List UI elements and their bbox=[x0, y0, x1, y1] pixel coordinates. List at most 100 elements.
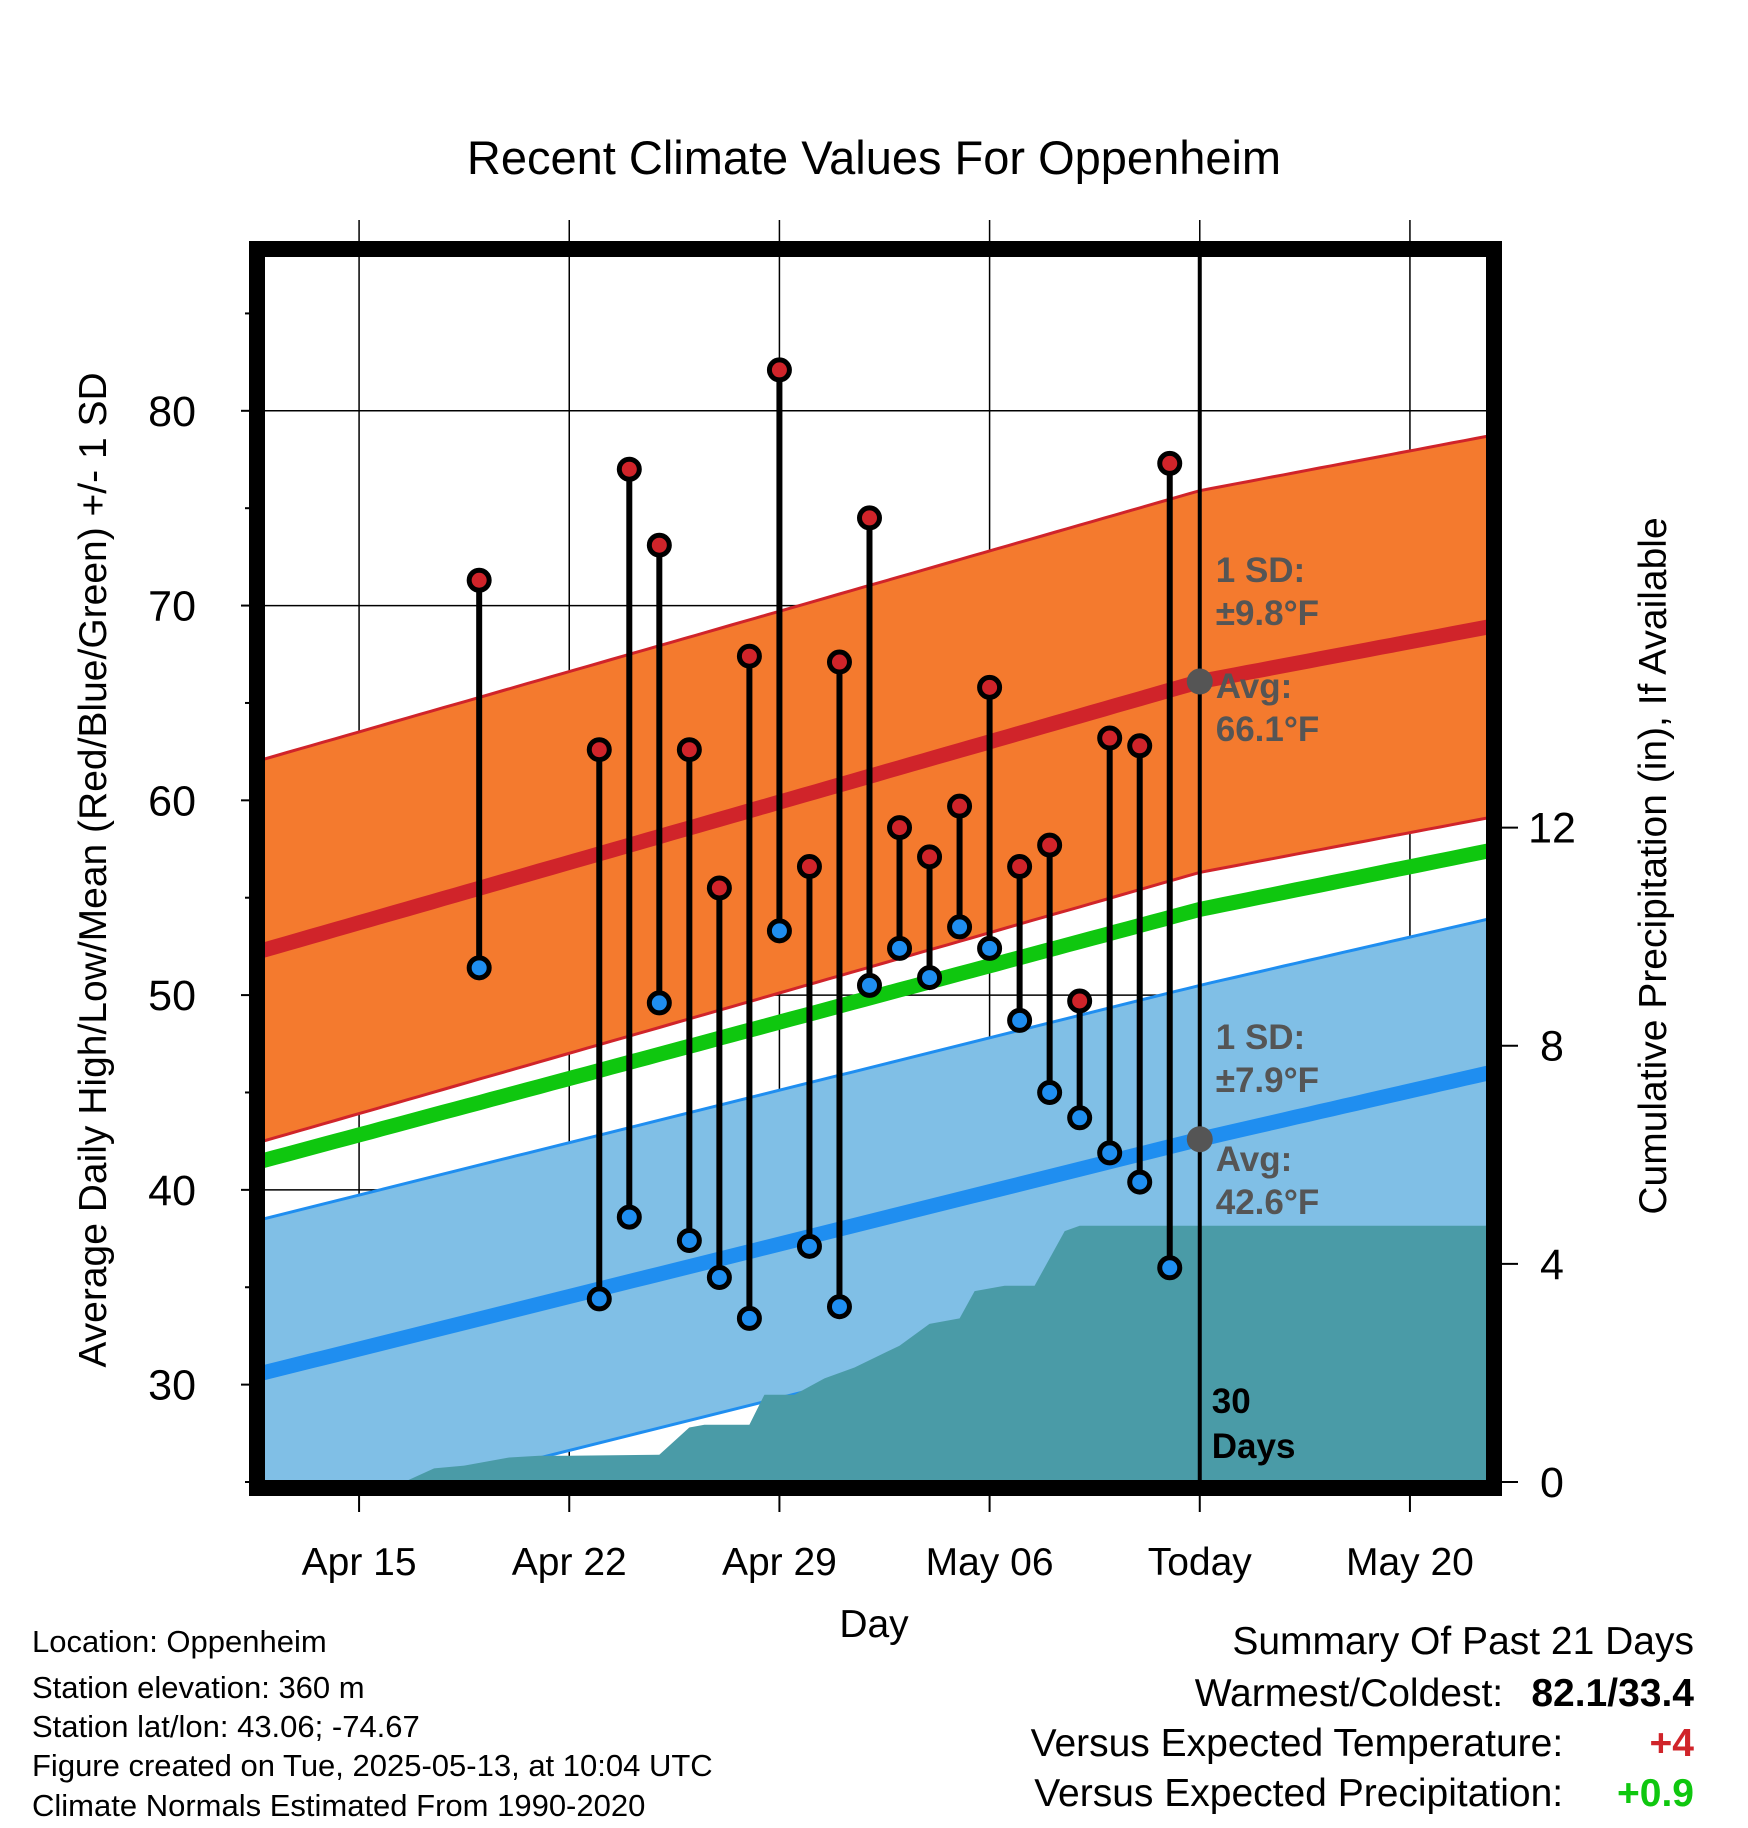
y-axis-label: Average Daily High/Low/Mean (Red/Blue/Gr… bbox=[72, 372, 115, 1367]
summary-temp-value: +4 bbox=[1649, 1722, 1694, 1765]
daily-high-point bbox=[977, 674, 1003, 700]
daily-low-point bbox=[917, 965, 943, 991]
y-tick-label: 40 bbox=[148, 1167, 196, 1215]
high-avg-label: Avg: bbox=[1216, 667, 1292, 706]
daily-high-point bbox=[676, 737, 702, 763]
low-avg-label: Avg: bbox=[1216, 1140, 1292, 1179]
daily-low-point bbox=[466, 955, 492, 981]
daily-high-point bbox=[466, 567, 492, 593]
summary-warmest-value: 82.1/33.4 bbox=[1531, 1672, 1694, 1715]
daily-low-point bbox=[706, 1265, 732, 1290]
low-sd-value: ±7.9°F bbox=[1216, 1061, 1319, 1100]
low-sd-label: 1 SD: bbox=[1216, 1018, 1305, 1057]
daily-low-point bbox=[947, 914, 973, 940]
y-tick-label: 50 bbox=[148, 972, 196, 1020]
precip-area bbox=[263, 1225, 1488, 1482]
daily-high-point bbox=[917, 844, 943, 870]
daily-high-point bbox=[586, 737, 612, 763]
low-sd-band bbox=[263, 919, 1488, 1482]
daily-low-point bbox=[796, 1233, 822, 1259]
daily-high-point bbox=[856, 505, 882, 531]
window-label-line2: Days bbox=[1212, 1427, 1296, 1466]
y-tick-label: 70 bbox=[148, 583, 196, 631]
daily-low-point bbox=[646, 990, 672, 1016]
mean-avg-line bbox=[263, 843, 1488, 1168]
summary-warmest-label: Warmest/Coldest: bbox=[1194, 1672, 1504, 1715]
x-tick-label: Today bbox=[1148, 1541, 1253, 1584]
location-text: Location: Oppenheim bbox=[32, 1624, 327, 1659]
daily-high-point bbox=[1037, 832, 1063, 858]
daily-low-point bbox=[1097, 1140, 1123, 1166]
y-tick-label: 30 bbox=[148, 1362, 196, 1410]
summary-precip-row: Versus Expected Precipitation: +0.9 bbox=[1034, 1772, 1694, 1816]
daily-high-point bbox=[887, 815, 913, 841]
high-sd-band bbox=[263, 436, 1488, 1142]
daily-high-point bbox=[1127, 733, 1153, 759]
precipitation-area bbox=[263, 1225, 1488, 1482]
y2-tick-label: 0 bbox=[1540, 1459, 1564, 1507]
daily-low-point bbox=[887, 935, 913, 961]
axes: 30 40 50 60 70 80 0 4 8 12 Apr 15 Apr 22 Apr 29 May 0… bbox=[148, 312, 1576, 1584]
summary-temp-label: Versus Expected Temperature: bbox=[1030, 1722, 1564, 1765]
daily-high-point bbox=[766, 357, 792, 383]
low-avg-value: 42.6°F bbox=[1216, 1183, 1320, 1222]
normal-lines bbox=[263, 619, 1488, 1381]
x-tick-label: Apr 29 bbox=[722, 1541, 837, 1584]
daily-low-point bbox=[977, 935, 1003, 961]
high-sd-label: 1 SD: bbox=[1216, 551, 1305, 590]
summary-title: Summary Of Past 21 Days bbox=[1232, 1620, 1694, 1663]
high-sd-band-upper-edge bbox=[263, 434, 1488, 761]
x-axis-label: Day bbox=[839, 1603, 909, 1646]
daily-low-point bbox=[586, 1286, 612, 1312]
daily-low-point bbox=[1007, 1007, 1033, 1033]
daily-high-point bbox=[736, 643, 762, 669]
daily-high-point bbox=[796, 854, 822, 880]
high-avg-today-marker bbox=[1186, 668, 1213, 695]
high-sd-value: ±9.8°F bbox=[1216, 594, 1319, 633]
normal-bands bbox=[263, 434, 1488, 1482]
y2-tick-label: 4 bbox=[1540, 1241, 1564, 1289]
chart-title: Recent Climate Values For Oppenheim bbox=[467, 131, 1281, 184]
x-tick-label: Apr 15 bbox=[302, 1541, 417, 1584]
latlon-text: Station lat/lon: 43.06; -74.67 bbox=[32, 1709, 420, 1744]
daily-high-point bbox=[947, 793, 973, 819]
daily-low-point bbox=[856, 972, 882, 998]
annotations: 1 SD: ±9.8°F Avg: 66.1°F 1 SD: ±7.9°F Avg: 42.6… bbox=[1186, 255, 1320, 1482]
daily-low-point bbox=[1037, 1079, 1063, 1105]
daily-low-point bbox=[1127, 1169, 1153, 1195]
summary-temp-row: Versus Expected Temperature: +4 bbox=[1031, 1722, 1694, 1766]
daily-high-point bbox=[1007, 854, 1033, 880]
daily-high-point bbox=[826, 649, 852, 675]
y2-tick-label: 12 bbox=[1528, 805, 1576, 853]
y2-axis-label: Cumulative Precipitation (in), If Availa… bbox=[1632, 517, 1675, 1214]
daily-high-point bbox=[706, 875, 732, 901]
low-sd-band-upper-edge bbox=[263, 917, 1488, 1221]
normals-text: Climate Normals Estimated From 1990-2020 bbox=[32, 1788, 646, 1823]
summary-warmest-row: Warmest/Coldest: 82.1/33.4 bbox=[1195, 1672, 1694, 1716]
low-avg-today-marker bbox=[1186, 1126, 1213, 1153]
low-avg-line bbox=[263, 1065, 1488, 1381]
high-avg-value: 66.1°F bbox=[1216, 710, 1320, 749]
daily-values bbox=[466, 357, 1183, 1331]
daily-low-point bbox=[1067, 1105, 1093, 1131]
daily-low-point bbox=[1157, 1255, 1183, 1281]
daily-high-point bbox=[646, 532, 672, 558]
window-label-line1: 30 bbox=[1212, 1382, 1251, 1421]
plot-frame bbox=[249, 241, 1502, 1496]
daily-high-point bbox=[1067, 988, 1093, 1014]
daily-low-point bbox=[826, 1294, 852, 1320]
elevation-text: Station elevation: 360 m bbox=[32, 1670, 365, 1705]
y-tick-label: 60 bbox=[148, 777, 196, 825]
daily-high-point bbox=[1097, 725, 1123, 751]
x-tick-label: May 20 bbox=[1346, 1541, 1474, 1584]
summary-precip-value: +0.9 bbox=[1617, 1772, 1694, 1815]
daily-high-point bbox=[616, 456, 642, 482]
summary-precip-label: Versus Expected Precipitation: bbox=[1034, 1772, 1564, 1815]
daily-low-point bbox=[736, 1305, 762, 1331]
created-text: Figure created on Tue, 2025-05-13, at 10… bbox=[32, 1748, 713, 1783]
x-tick-label: Apr 22 bbox=[512, 1541, 627, 1584]
daily-low-point bbox=[616, 1204, 642, 1230]
high-avg-line bbox=[263, 619, 1488, 958]
daily-low-point bbox=[766, 918, 792, 944]
